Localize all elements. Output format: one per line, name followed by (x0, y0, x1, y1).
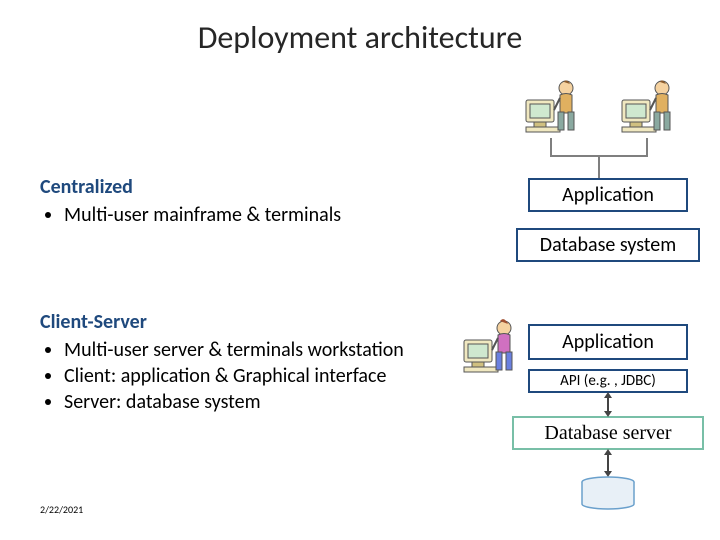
bullet-item: Multi-user server & terminals workstatio… (64, 338, 480, 362)
double-arrow (607, 397, 609, 412)
slide-title: Deployment architecture (0, 18, 720, 57)
connector-line (598, 155, 600, 178)
box-label: Application (562, 330, 654, 354)
connector-line (550, 138, 552, 155)
bullet-item: Server: database system (64, 390, 480, 414)
centralized-bullets: Multi-user mainframe & terminals (40, 203, 460, 227)
clientserver-heading: Client-Server (40, 310, 480, 334)
box-label: Database server (544, 422, 671, 445)
box-label: API (e.g. , JDBC) (560, 372, 656, 390)
connector-line (646, 138, 648, 155)
slide: { "title": "Deployment architecture", "c… (0, 0, 720, 540)
clientserver-bullets: Multi-user server & terminals workstatio… (40, 338, 480, 414)
application-box: Application (528, 324, 688, 360)
database-system-box: Database system (516, 228, 700, 262)
clientserver-section: Client-Server Multi-user server & termin… (40, 310, 480, 416)
double-arrow (607, 454, 609, 472)
bullet-item: Multi-user mainframe & terminals (64, 203, 460, 227)
box-label: Application (562, 183, 654, 207)
centralized-section: Centralized Multi-user mainframe & termi… (40, 175, 460, 229)
database-server-box: Database server (512, 416, 704, 450)
footer-date: 2/22/2021 (40, 503, 83, 516)
user-icon (462, 318, 516, 378)
user-icon (620, 78, 674, 138)
box-label: Database system (540, 233, 676, 257)
api-box: API (e.g. , JDBC) (528, 369, 688, 393)
centralized-heading: Centralized (40, 175, 460, 199)
application-box: Application (528, 178, 688, 212)
database-cylinder-icon (580, 476, 636, 510)
user-icon (524, 78, 578, 138)
bullet-item: Client: application & Graphical interfac… (64, 364, 480, 388)
